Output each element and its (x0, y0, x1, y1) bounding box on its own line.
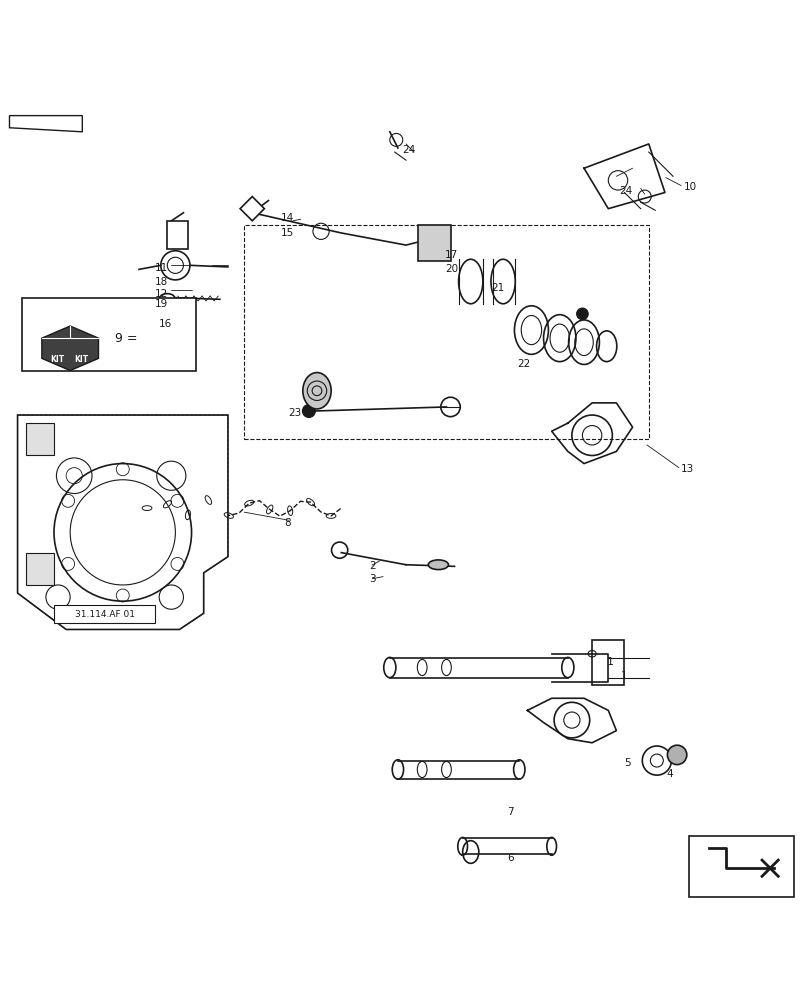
Bar (689, 836, 793, 897)
Text: 14: 14 (281, 213, 294, 223)
Polygon shape (10, 116, 82, 132)
Ellipse shape (303, 373, 331, 409)
Ellipse shape (427, 560, 448, 570)
Text: 7: 7 (507, 807, 513, 817)
Circle shape (576, 308, 587, 320)
Text: 24: 24 (619, 186, 632, 196)
Text: 3: 3 (369, 574, 375, 584)
Text: KIT: KIT (50, 355, 64, 364)
Bar (591, 640, 624, 685)
Polygon shape (18, 415, 228, 629)
Text: 10: 10 (683, 182, 696, 192)
Bar (418, 225, 450, 261)
Bar (167, 221, 187, 249)
Text: 18: 18 (155, 277, 168, 287)
Bar (54, 605, 155, 623)
Bar (26, 423, 54, 455)
Text: 11: 11 (155, 263, 168, 273)
Text: 22: 22 (517, 359, 530, 369)
Text: 16: 16 (159, 319, 172, 329)
Text: 5: 5 (624, 758, 630, 768)
Polygon shape (240, 197, 264, 221)
Text: 15: 15 (281, 228, 294, 238)
Bar (26, 553, 54, 585)
Text: 19: 19 (155, 299, 168, 309)
Text: 21: 21 (491, 283, 504, 293)
Text: KIT: KIT (74, 355, 88, 364)
Text: 17: 17 (444, 250, 457, 260)
Text: 20: 20 (444, 264, 457, 274)
Text: 12: 12 (155, 289, 168, 299)
Circle shape (159, 330, 175, 346)
Polygon shape (42, 326, 98, 371)
Circle shape (667, 745, 686, 765)
Circle shape (302, 405, 315, 417)
Circle shape (160, 331, 174, 345)
Text: 2: 2 (369, 561, 375, 571)
Text: 1: 1 (606, 657, 612, 667)
Text: 4: 4 (666, 769, 672, 779)
Text: 1: 1 (620, 671, 626, 681)
Text: 9 =: 9 = (114, 332, 137, 345)
Text: 31.114.AF 01: 31.114.AF 01 (75, 610, 135, 619)
Bar (22, 298, 195, 371)
Bar (244, 225, 648, 439)
Text: 13: 13 (680, 464, 693, 474)
Text: 24: 24 (401, 145, 414, 155)
Text: 8: 8 (285, 518, 291, 528)
Text: 6: 6 (507, 853, 513, 863)
Text: 23: 23 (288, 408, 302, 418)
